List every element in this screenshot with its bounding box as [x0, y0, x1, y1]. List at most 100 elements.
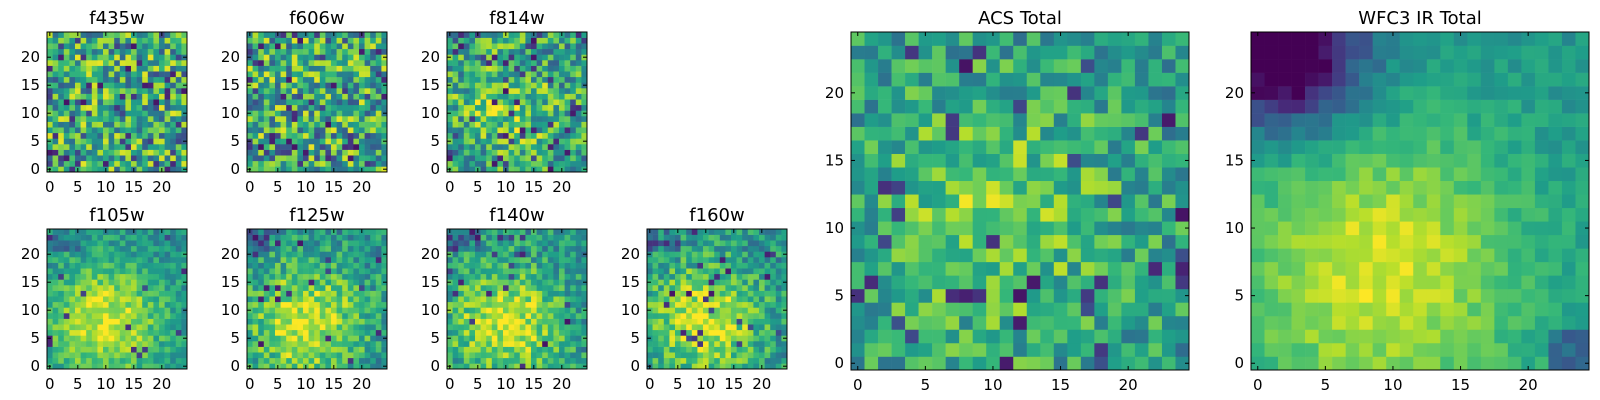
heatmap-cell	[519, 245, 526, 252]
heatmap-cell	[353, 346, 360, 353]
heatmap-cell	[447, 121, 453, 128]
heatmap-cell	[342, 307, 349, 314]
heatmap-cell	[463, 335, 470, 342]
heatmap-cell	[336, 285, 343, 291]
heatmap-cell	[731, 290, 737, 297]
heatmap-cell	[275, 301, 281, 308]
heatmap-cell	[80, 234, 87, 241]
heatmap-cell	[972, 194, 987, 209]
heatmap-cell	[775, 357, 782, 364]
heatmap-cell	[280, 88, 287, 94]
heatmap-cell	[252, 352, 259, 359]
heatmap-cell	[519, 104, 526, 111]
heatmap-cell	[508, 110, 515, 117]
heatmap-cell	[525, 110, 532, 117]
heatmap-cell	[581, 329, 588, 336]
heatmap-cell	[514, 110, 521, 117]
heatmap-cell	[164, 37, 171, 44]
heatmap-cell	[945, 248, 960, 263]
heatmap-cell	[252, 37, 259, 44]
heatmap-cell	[575, 357, 582, 364]
heatmap-cell	[86, 357, 93, 364]
heatmap-cell	[725, 301, 732, 308]
heatmap-cell	[542, 335, 549, 342]
heatmap-cell	[131, 132, 137, 139]
heatmap-cell	[497, 352, 504, 359]
heatmap-cell	[575, 341, 582, 347]
heatmap-cell	[258, 341, 265, 347]
heatmap-cell	[575, 54, 582, 61]
heatmap-cell	[164, 71, 171, 78]
heatmap-cell	[69, 138, 76, 145]
heatmap-cell	[314, 363, 321, 370]
heatmap-cell	[581, 60, 588, 66]
heatmap-cell	[891, 356, 906, 371]
heatmap-cell	[58, 149, 65, 156]
heatmap-cell	[1121, 329, 1136, 344]
heatmap-cell	[1148, 221, 1163, 236]
heatmap-cell	[536, 149, 543, 156]
heatmap-cell	[375, 234, 382, 241]
heatmap-cell	[497, 251, 504, 258]
heatmap-cell	[331, 48, 337, 55]
heatmap-cell	[647, 273, 653, 280]
heatmap-cell	[297, 99, 304, 106]
heatmap-cell	[291, 273, 298, 280]
heatmap-cell	[331, 268, 337, 275]
heatmap-cell	[536, 273, 543, 280]
heatmap-cell	[581, 257, 588, 263]
heatmap-cell	[252, 155, 259, 162]
heatmap-cell	[497, 307, 504, 314]
x-tick-label: 15	[324, 178, 343, 196]
heatmap-cell	[697, 234, 704, 241]
heatmap-cell	[663, 324, 670, 331]
heatmap-cell	[175, 307, 182, 314]
heatmap-cell	[353, 307, 360, 314]
heatmap-cell	[75, 245, 81, 252]
heatmap-cell	[553, 324, 560, 331]
heatmap-cell	[553, 155, 560, 162]
heatmap-cell	[319, 229, 326, 235]
heatmap-cell	[103, 352, 109, 359]
heatmap-cell	[581, 99, 588, 106]
heatmap-cell	[159, 138, 165, 145]
heatmap-cell	[170, 341, 177, 347]
heatmap-cell	[297, 93, 304, 100]
heatmap-cell	[491, 279, 498, 286]
heatmap-cell	[69, 234, 76, 241]
heatmap-cell	[669, 318, 676, 325]
heatmap-cell	[1161, 356, 1176, 371]
panel-title: f606w	[289, 8, 344, 29]
heatmap-cell	[52, 48, 59, 55]
heatmap-cell	[52, 127, 59, 134]
heatmap-cell	[503, 257, 509, 263]
heatmap-cell	[319, 262, 326, 269]
heatmap-cell	[519, 346, 526, 353]
heatmap-cell	[536, 329, 543, 336]
heatmap-cell	[314, 138, 321, 145]
heatmap-cell	[691, 357, 698, 364]
heatmap-cell	[1121, 315, 1136, 330]
heatmap-cell	[663, 346, 670, 353]
heatmap-cell	[86, 329, 93, 336]
heatmap-cell	[531, 138, 537, 145]
heatmap-cell	[319, 313, 326, 319]
heatmap-cell	[175, 234, 182, 241]
heatmap-cell	[1134, 207, 1149, 222]
heatmap-cell	[325, 279, 332, 286]
heatmap-cell	[286, 144, 293, 150]
heatmap-cell	[331, 110, 337, 117]
heatmap-cell	[547, 166, 554, 173]
heatmap-cell	[97, 262, 104, 269]
heatmap-cell	[714, 285, 721, 291]
heatmap-cell	[69, 121, 76, 128]
heatmap-cell	[1148, 167, 1163, 182]
heatmap-cell	[514, 357, 521, 364]
heatmap-cell	[759, 245, 765, 252]
heatmap-cell	[291, 93, 298, 100]
heatmap-cell	[331, 301, 337, 308]
heatmap-cell	[463, 313, 470, 319]
heatmap-cell	[547, 132, 554, 139]
heatmap-cell	[331, 234, 337, 241]
heatmap-cell	[331, 160, 337, 167]
